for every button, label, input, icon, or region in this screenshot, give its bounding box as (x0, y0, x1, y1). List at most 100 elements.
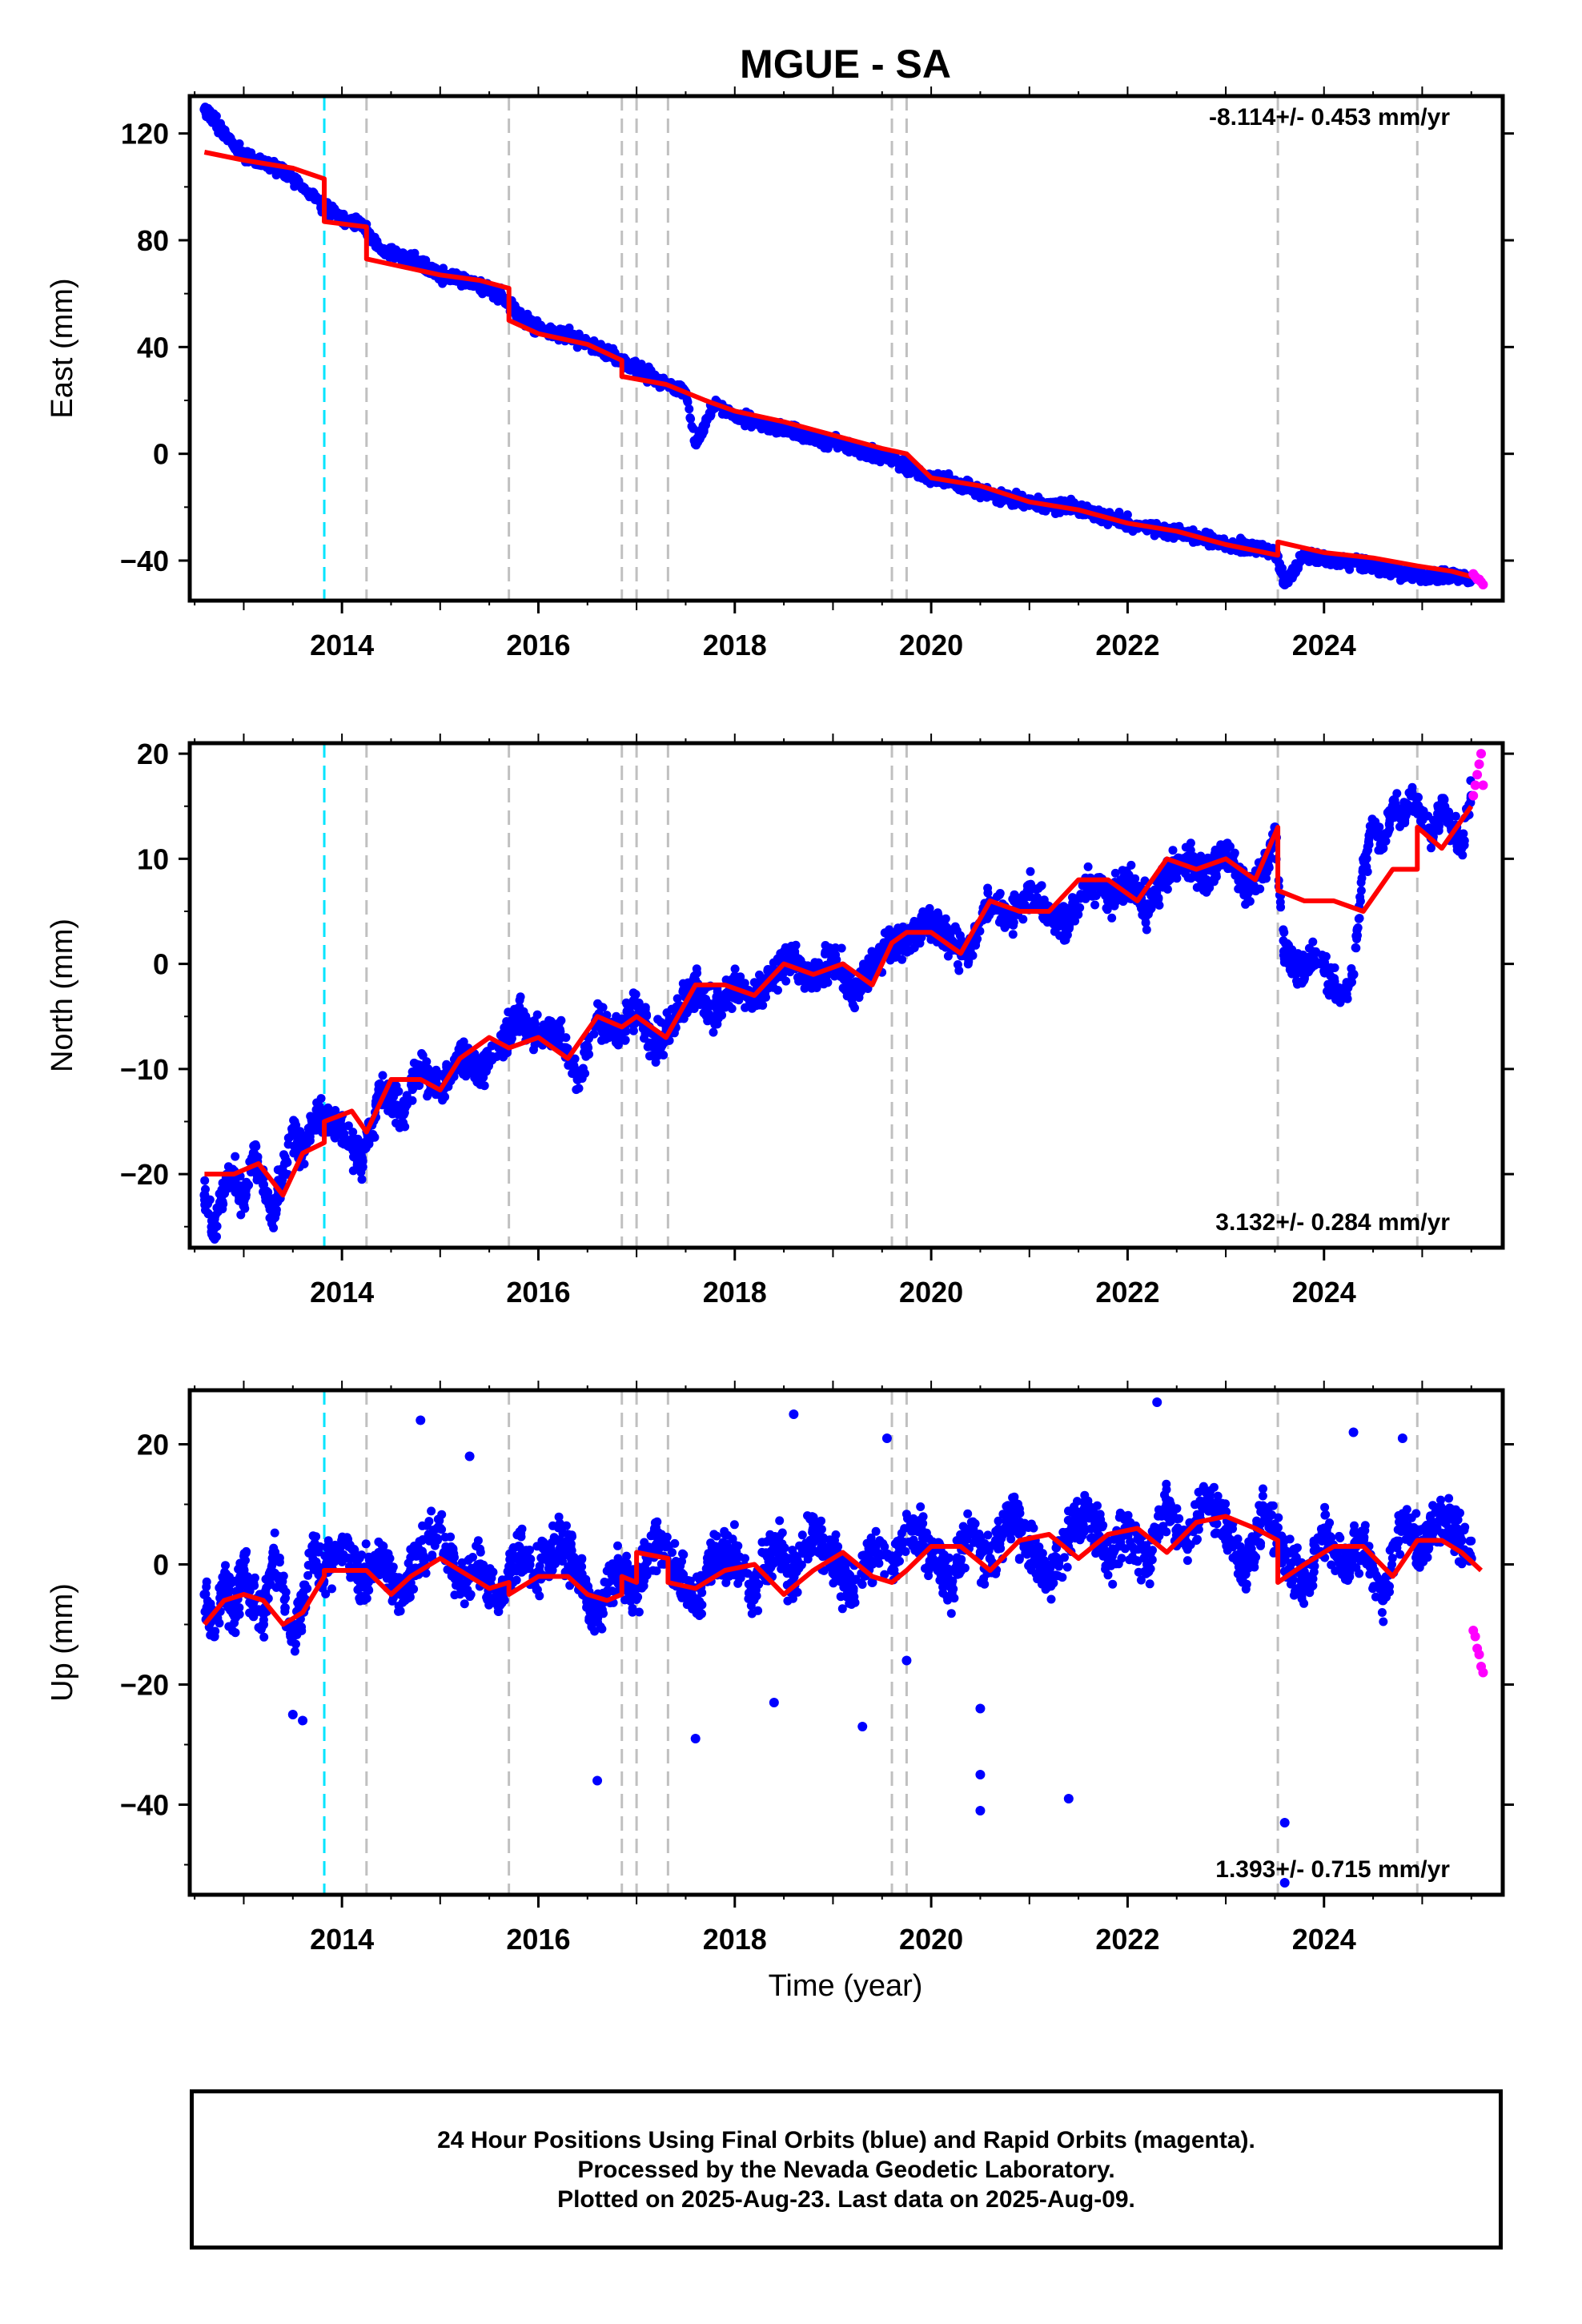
north-final-point (1120, 866, 1130, 876)
north-final-point (596, 1002, 606, 1011)
north-final-point (303, 1124, 313, 1133)
east-final-point (846, 441, 856, 450)
north-final-point (1351, 931, 1361, 941)
east-final-point (747, 418, 757, 427)
north-final-point (570, 1054, 580, 1063)
east-final-point (780, 428, 789, 437)
north-final-point (1203, 853, 1213, 862)
north-final-point (378, 1071, 387, 1080)
east-final-point (347, 213, 357, 223)
east-final-point (1347, 557, 1357, 567)
east-final-point (868, 455, 877, 464)
east-final-point (1409, 573, 1419, 583)
north-final-point (1357, 874, 1367, 883)
east-final-point (229, 142, 239, 152)
east-final-point (621, 358, 632, 368)
east-final-point (287, 173, 297, 182)
east-rapid-point (1478, 580, 1488, 589)
east-final-point (309, 188, 319, 198)
east-final-point (1417, 572, 1427, 581)
east-x-tick-label: 2022 (1095, 629, 1159, 661)
east-final-point (226, 133, 235, 143)
north-final-point (837, 943, 846, 953)
east-final-point (1279, 580, 1290, 589)
north-final-point (994, 918, 1004, 927)
north-final-point (529, 1016, 539, 1025)
north-final-cloud (200, 776, 1476, 1244)
east-final-point (982, 493, 992, 502)
east-final-point (1399, 569, 1407, 579)
east-final-point (699, 424, 709, 434)
north-final-point (1241, 899, 1251, 909)
east-final-point (683, 396, 693, 406)
east-y-tick-label: 80 (137, 224, 169, 257)
east-final-point (887, 454, 897, 464)
east-final-point (298, 182, 308, 192)
north-final-point (933, 908, 942, 918)
north-final-point (1026, 866, 1035, 876)
east-model-line (203, 150, 1482, 582)
north-final-point (1427, 843, 1435, 853)
north-final-point (1359, 855, 1369, 865)
north-final-point (1186, 838, 1195, 848)
east-x-tick-label: 2020 (899, 629, 963, 661)
east-final-point (686, 414, 696, 424)
north-final-point (963, 959, 973, 969)
north-final-point (1441, 815, 1451, 825)
east-final-point (768, 420, 777, 429)
north-final-point (917, 911, 926, 921)
north-final-point (1008, 930, 1018, 939)
east-x-tick-label: 2024 (1292, 629, 1356, 661)
east-final-point (1255, 540, 1265, 549)
north-final-point (215, 1198, 225, 1208)
east-final-point (1236, 533, 1245, 543)
east-final-point (376, 246, 387, 256)
north-final-point (1090, 900, 1100, 910)
north-final-point (1319, 967, 1329, 976)
east-final-point (1249, 541, 1259, 550)
north-final-point (915, 939, 925, 948)
north-final-point (231, 1152, 240, 1161)
north-final-point (1083, 862, 1093, 871)
north-final-point (1351, 943, 1360, 952)
north-final-point (1308, 937, 1318, 947)
east-final-point (405, 254, 416, 264)
north-final-point (1353, 923, 1363, 932)
north-final-point (628, 1026, 638, 1035)
north-final-point (791, 940, 801, 950)
east-final-point (1315, 556, 1324, 565)
east-final-point (646, 368, 655, 378)
east-final-point (1285, 569, 1295, 578)
east-final-point (513, 310, 524, 320)
north-final-point (1070, 894, 1079, 903)
east-final-point (1358, 558, 1368, 569)
north-final-point (1355, 896, 1365, 906)
north-final-point (1192, 883, 1202, 892)
east-final-point (1188, 537, 1198, 547)
north-final-point (953, 960, 962, 969)
north-final-point (348, 1166, 358, 1176)
east-final-point (494, 288, 504, 299)
north-final-point (1451, 811, 1460, 821)
east-final-point (1277, 567, 1287, 577)
north-final-point (1081, 894, 1090, 903)
north-final-point (356, 1168, 366, 1177)
north-final-point (682, 1008, 692, 1018)
east-final-point (581, 334, 590, 343)
east-final-point (1374, 569, 1383, 579)
north-final-point (689, 971, 699, 981)
east-final-point (857, 446, 868, 456)
east-final-point (498, 296, 508, 306)
north-final-point (1356, 886, 1366, 895)
east-y-tick-label: 40 (137, 331, 169, 364)
east-final-point (204, 107, 215, 117)
east-y-tick-label: 0 (153, 438, 169, 471)
north-final-point (584, 1050, 594, 1059)
north-final-point (800, 983, 809, 993)
north-final-point (821, 941, 830, 950)
north-final-point (1424, 823, 1434, 833)
